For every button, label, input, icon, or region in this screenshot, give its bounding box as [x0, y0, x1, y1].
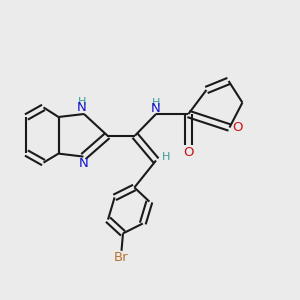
Text: N: N [79, 157, 89, 170]
Text: N: N [151, 101, 161, 115]
Text: Br: Br [114, 251, 129, 264]
Text: H: H [161, 152, 170, 163]
Text: H: H [77, 97, 86, 107]
Text: N: N [77, 101, 86, 114]
Text: O: O [233, 121, 243, 134]
Text: O: O [183, 146, 194, 159]
Text: H: H [152, 98, 160, 108]
